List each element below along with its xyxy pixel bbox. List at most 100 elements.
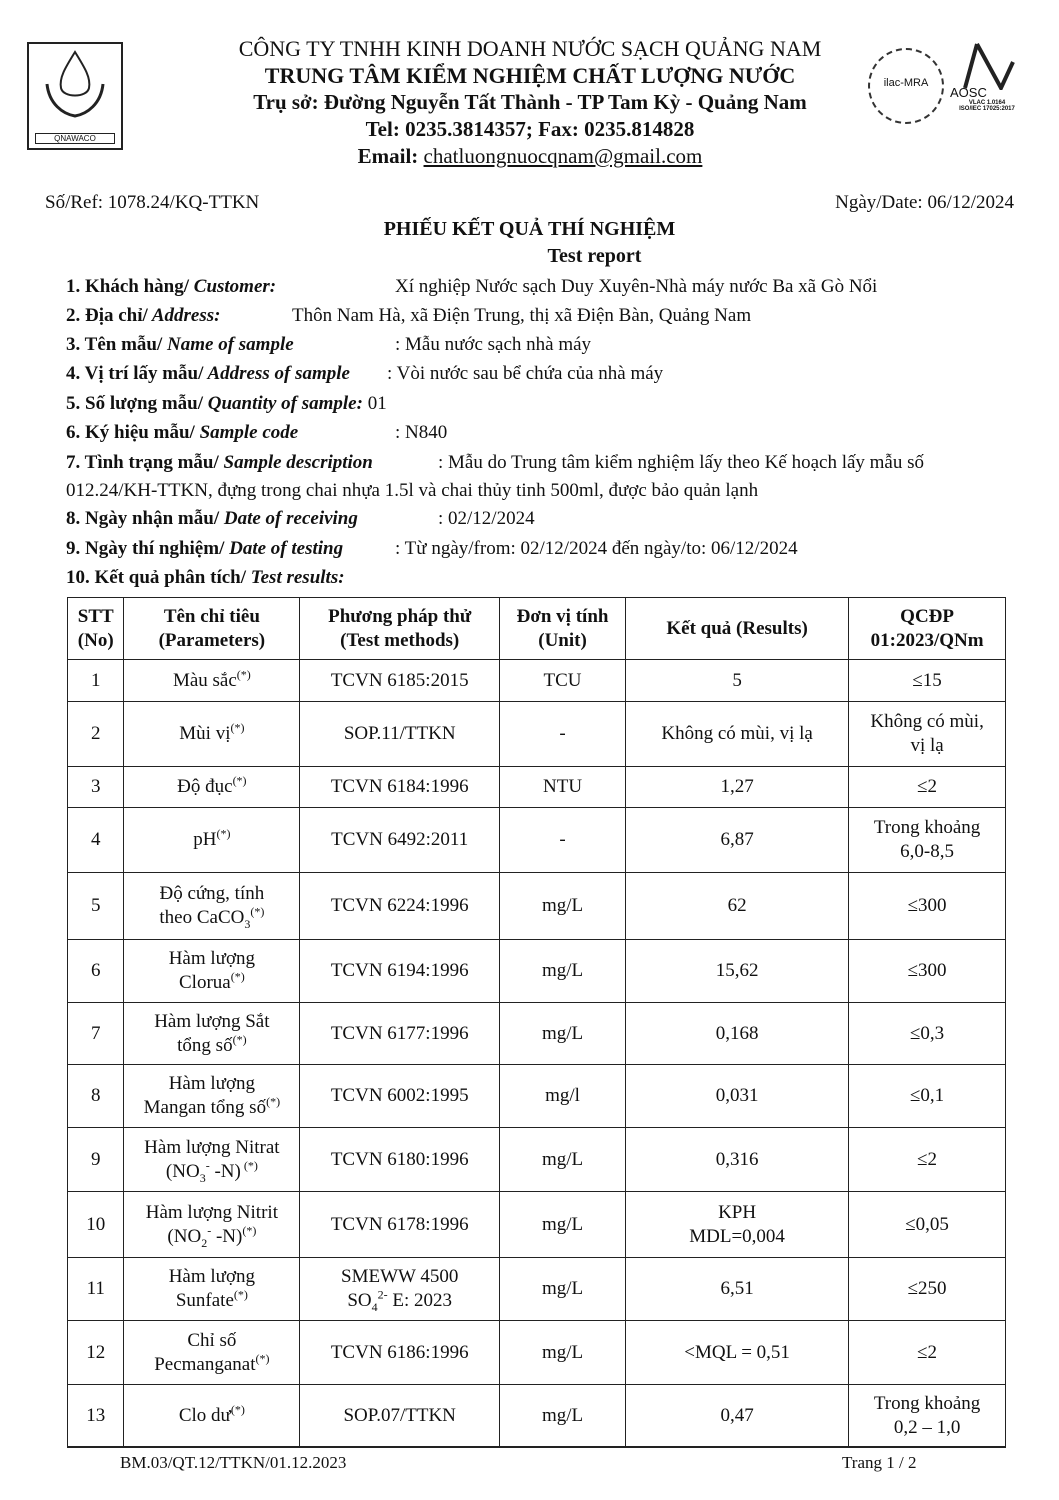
table-row: 4 pH(*) TCVN 6492:2011-6,87 Trong khoảng 6,0… — [66, 807, 1006, 873]
cell-result: 6,51 — [624, 1257, 850, 1321]
cell-unit: mg/L — [499, 939, 626, 1003]
cell-limit: ≤0,1 — [848, 1064, 1006, 1128]
text-part: tổng số — [177, 1034, 233, 1056]
header-line: (Parameters) — [158, 629, 266, 651]
text-part: (*) — [242, 1223, 257, 1238]
info-value: 012.24/KH-TTKN, đựng trong chai nhựa 1.5… — [66, 480, 759, 501]
cell-unit: mg/L — [499, 1384, 626, 1447]
text-part: TCVN 6002:1995 — [330, 1085, 469, 1106]
info-line: 9. Ngày thí nghiệm/ Date of testing: Từ … — [66, 538, 798, 560]
text-part: Màu sắc — [172, 669, 237, 691]
header-line: QCĐP — [900, 605, 954, 627]
cell-method: TCVN 6180:1996 — [299, 1127, 501, 1192]
text-part: -N) — [211, 1225, 243, 1247]
company-email: Email: chatluongnuocqnam@gmail.com — [130, 144, 930, 169]
column-header: Phương pháp thử (Test methods) — [299, 597, 501, 660]
text-part: (*) — [232, 773, 247, 788]
cell-line: Trong khoảng — [873, 1392, 981, 1414]
cell-unit: mg/L — [499, 1002, 626, 1065]
text-part: (*) — [255, 1351, 270, 1366]
cell-line: 6,51 — [720, 1278, 754, 1299]
cell-limit: ≤0,3 — [848, 1002, 1006, 1065]
cell-parameter: Clo dư(*) — [123, 1384, 301, 1447]
aosc-text: AOSC — [950, 85, 987, 100]
info-value: : N840 — [395, 422, 448, 443]
info-label-en: Name of sample — [162, 334, 294, 355]
cell-no: 3 — [66, 766, 125, 808]
email-link[interactable]: chatluongnuocqnam@gmail.com — [423, 144, 703, 168]
column-header: Tên chỉ tiêu (Parameters) — [123, 597, 301, 660]
cell-result: 62 — [624, 872, 850, 940]
info-label-en: Sample code — [194, 422, 299, 443]
cell-unit: mg/L — [499, 1320, 626, 1385]
text-part: TCVN 6178:1996 — [330, 1213, 469, 1235]
header-line: Đơn vị tính — [516, 605, 609, 627]
text-part: (*) — [232, 1032, 247, 1047]
info-label-en: Address of sample — [203, 363, 350, 384]
info-label: 10. Kết quả phân tích/ — [66, 567, 247, 588]
cell-no: 7 — [66, 1002, 125, 1065]
info-label-en: Test results: — [246, 567, 345, 588]
cell-unit: - — [499, 807, 626, 873]
text-part: Hàm lượng Sắt — [154, 1010, 270, 1032]
table-row: 7 Hàm lượng Sắt tổng số(*) TCVN 6177:1996 mg… — [66, 1002, 1006, 1065]
text-part: TCVN 6492:2011 — [331, 829, 469, 850]
info-line: 3. Tên mẫu/ Name of sample: Mẫu nước sạc… — [66, 334, 591, 356]
cell-no: 6 — [66, 939, 125, 1003]
info-line: 7. Tình trạng mẫu/ Sample description: M… — [66, 452, 924, 474]
cell-line: ≤0,05 — [905, 1213, 949, 1235]
text-part: Mangan tổng số — [143, 1097, 267, 1118]
cell-result: 15,62 — [624, 939, 850, 1003]
cell-method: TCVN 6194:1996 — [299, 939, 501, 1003]
column-header: Kết quả (Results) — [624, 597, 850, 660]
cell-line: ≤0,3 — [910, 1022, 945, 1044]
text-part: (*) — [266, 1094, 281, 1109]
page-number: Trang 1 / 2 — [842, 1453, 917, 1472]
reference-number: Số/Ref: 1078.24/KQ-TTKN — [45, 192, 260, 213]
results-table: STT (No) Tên chỉ tiêu (Parameters) Phương ph… — [66, 597, 1006, 1447]
cell-method: TCVN 6186:1996 — [299, 1320, 501, 1385]
cell-method: TCVN 6184:1996 — [299, 766, 501, 808]
header-line: (Unit) — [538, 629, 587, 651]
cell-line: ≤2 — [917, 1341, 938, 1363]
cell-no: 1 — [66, 659, 125, 702]
info-line: 5. Số lượng mẫu/ Quantity of sample: 01 — [66, 393, 387, 415]
text-part: Hàm lượng Nitrit — [145, 1201, 278, 1223]
cell-limit: ≤2 — [848, 766, 1006, 808]
cell-unit: mg/L — [499, 1191, 626, 1258]
cell-line: 0,031 — [715, 1085, 759, 1106]
text-part: 4 — [371, 1299, 378, 1314]
cell-parameter: Hàm lượng Mangan tổng số(*) — [123, 1064, 301, 1128]
report-title: PHIẾU KẾT QUẢ THÍ NGHIỆM — [383, 218, 676, 240]
logo-text: QNAWACO — [35, 133, 115, 144]
cell-line: ≤0,1 — [910, 1085, 945, 1106]
cell-method: TCVN 6185:2015 — [299, 659, 501, 702]
cell-parameter: Hàm lượng Sunfate(*) — [123, 1257, 301, 1321]
text-part: Hàm lượng — [168, 948, 256, 969]
cell-line: KPH — [718, 1201, 757, 1223]
cell-limit: Không có mùi, vị lạ — [848, 701, 1006, 767]
table-row: 10 Hàm lượng Nitrit (NO2- -N)(*) TCVN 6178:… — [66, 1191, 1006, 1258]
header-line: STT — [77, 605, 114, 627]
cell-parameter: pH(*) — [123, 807, 301, 873]
cell-limit: Trong khoảng 6,0-8,5 — [848, 807, 1006, 873]
info-label: 2. Địa chỉ/ — [66, 305, 148, 326]
info-line: 10. Kết quả phân tích/ Test results: — [66, 567, 345, 589]
text-part: Hàm lượng Nitrat — [144, 1136, 280, 1158]
text-part: Độ đục — [177, 776, 233, 797]
text-part: theo CaCO — [159, 907, 245, 928]
table-row: 11 Hàm lượng Sunfate(*) SMEWW 4500 SO42- E: … — [66, 1257, 1006, 1321]
text-part: SO — [347, 1290, 372, 1311]
header-line: Kết quả (Results) — [666, 617, 808, 639]
form-code: BM.03/QT.12/TTKN/01.12.2023 — [120, 1453, 347, 1472]
info-value: : 02/12/2024 — [438, 508, 535, 529]
column-header: STT (No) — [66, 597, 125, 660]
table-row: 2 Mùi vị(*) SOP.11/TTKN - Không có mùi, vị l… — [66, 701, 1006, 767]
cell-limit: ≤250 — [848, 1257, 1006, 1321]
cell-result: 0,47 — [624, 1384, 850, 1447]
cell-unit: - — [499, 701, 626, 767]
cell-result: 0,031 — [624, 1064, 850, 1128]
text-part: TCVN 6224:1996 — [330, 895, 469, 916]
text-part: TCVN 6177:1996 — [330, 1022, 469, 1044]
text-part: TCVN 6186:1996 — [330, 1341, 469, 1363]
